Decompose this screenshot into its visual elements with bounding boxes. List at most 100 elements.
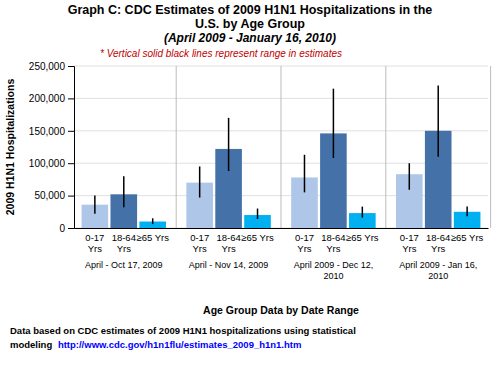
text-line: ≥65 Yrs (451, 232, 484, 243)
tick-label: 0 (59, 223, 65, 234)
group-separator (176, 66, 177, 228)
tick-label: 0-17Yrs (85, 232, 104, 254)
tick-label: 250,000 (29, 61, 66, 72)
text-line: ≥65 Yrs (346, 232, 379, 243)
tick-mark (68, 228, 74, 229)
tick-label: 0-17Yrs (400, 232, 419, 254)
error-bar (199, 166, 201, 197)
error-bar (362, 207, 364, 218)
error-bar (94, 196, 96, 214)
text-line: Graph C: CDC Estimates of 2009 H1N1 Hosp… (68, 3, 433, 17)
axis-line (75, 228, 489, 229)
tick-label: 100,000 (29, 158, 66, 169)
bar-labels: 0-17Yrs18-64Yrs≥65 Yrs0-17Yrs18-64Yrs≥65… (85, 232, 483, 254)
text-line: April - Nov 14, 2009 (189, 260, 269, 270)
error-bar (437, 85, 439, 156)
tick: 250,000 (29, 61, 74, 72)
tick: 200,000 (29, 93, 74, 104)
tick-label: 50,000 (34, 190, 65, 201)
text-line: Yrs (326, 243, 341, 254)
text-line: 2010 (428, 271, 448, 281)
text-line: 18-64 (112, 232, 136, 243)
x-axis-label: Age Group Data by Date Range (203, 304, 359, 316)
text-line: Yrs (221, 243, 236, 254)
group-separator (490, 66, 491, 228)
text-line: April 2009 - Dec 12, (294, 260, 374, 270)
tick-mark (68, 131, 74, 132)
y-axis-label: 2009 H1N1 Hospitalizations (4, 79, 16, 216)
group-separator (385, 66, 386, 228)
category-label: April 2009 - Jan 16,2010 (399, 260, 477, 281)
series (110, 85, 451, 228)
tick: 0 (59, 223, 74, 234)
tick-label: ≥65 Yrs (451, 232, 484, 243)
tick-label: 200,000 (29, 93, 66, 104)
text-line: 18-64 (321, 232, 345, 243)
footnote-url: http://www.cdc.gov/h1n1flu/estimates_200… (58, 339, 302, 350)
category-label: April 2009 - Dec 12,2010 (294, 260, 374, 281)
text-line: ≥65 Yrs (136, 232, 169, 243)
error-bar (333, 89, 335, 158)
error-bar (409, 163, 411, 190)
text-line: U.S. by Age Group (195, 17, 305, 31)
text-line: Yrs (193, 243, 208, 254)
category-label: April - Oct 17, 2009 (85, 260, 163, 270)
group-separator (281, 66, 282, 228)
tick-label: 18-64Yrs (112, 232, 136, 254)
footnote: modeling (10, 339, 55, 350)
text-line: Yrs (117, 243, 132, 254)
axis-line (68, 67, 75, 229)
text-line: 0-17 (295, 232, 314, 243)
tick-mark (68, 98, 74, 99)
tick-mark (68, 163, 74, 164)
tick-label: 18-64Yrs (321, 232, 345, 254)
text-line: 2010 (323, 271, 343, 281)
tick-label: 150,000 (29, 126, 66, 137)
x-axis (75, 228, 489, 229)
error-bar (152, 218, 154, 224)
group-separators (176, 66, 490, 228)
tick-label: 0-17Yrs (190, 232, 209, 254)
chart: Graph C: CDC Estimates of 2009 H1N1 Hosp… (0, 0, 500, 366)
text-line: 0-17 (85, 232, 104, 243)
error-bar (257, 209, 259, 219)
tick-label: ≥65 Yrs (136, 232, 169, 243)
tick: 50,000 (34, 190, 74, 201)
tick-label: 0-17Yrs (295, 232, 314, 254)
grid (74, 66, 488, 228)
tick-label: ≥65 Yrs (346, 232, 379, 243)
error-bar (304, 155, 306, 193)
annotation: * Vertical solid black lines represent r… (100, 48, 342, 59)
title: Graph C: CDC Estimates of 2009 H1N1 Hosp… (68, 3, 433, 31)
text-line: April 2009 - Jan 16, (399, 260, 477, 270)
category-labels: April - Oct 17, 2009 April - Nov 14, 2009… (85, 260, 477, 281)
error-bar (228, 118, 230, 171)
category-label: April - Nov 14, 2009 (189, 260, 269, 270)
text-line: April - Oct 17, 2009 (85, 260, 163, 270)
text-line: Yrs (297, 243, 312, 254)
subtitle: (April 2009 - January 16, 2010) (164, 31, 336, 45)
plot-area: 050,000100,000150,000200,000250,0000-17Y… (29, 61, 491, 281)
text-line: Yrs (431, 243, 446, 254)
text-line: ≥65 Yrs (241, 232, 274, 243)
y-axis: 0 50,000 100,000 150,000 200,000 250,000 (29, 61, 75, 234)
error-bar (466, 207, 468, 217)
text-line: 18-64 (216, 232, 240, 243)
tick: 100,000 (29, 158, 74, 169)
footnote: Data based on CDC estimates of 2009 H1N1… (10, 325, 356, 336)
tick-label: 18-64Yrs (216, 232, 240, 254)
text-line: Yrs (402, 243, 417, 254)
tick: 150,000 (29, 126, 74, 137)
series (82, 155, 423, 228)
text-line: Yrs (88, 243, 103, 254)
error-bar (123, 176, 125, 207)
text-line: 18-64 (426, 232, 450, 243)
marks (82, 85, 481, 228)
tick-label: ≥65 Yrs (241, 232, 274, 243)
series (139, 207, 480, 228)
text-line: 0-17 (400, 232, 419, 243)
text-line: 0-17 (190, 232, 209, 243)
tick-mark (68, 196, 74, 197)
tick-mark (68, 66, 74, 67)
tick-label: 18-64Yrs (426, 232, 450, 254)
